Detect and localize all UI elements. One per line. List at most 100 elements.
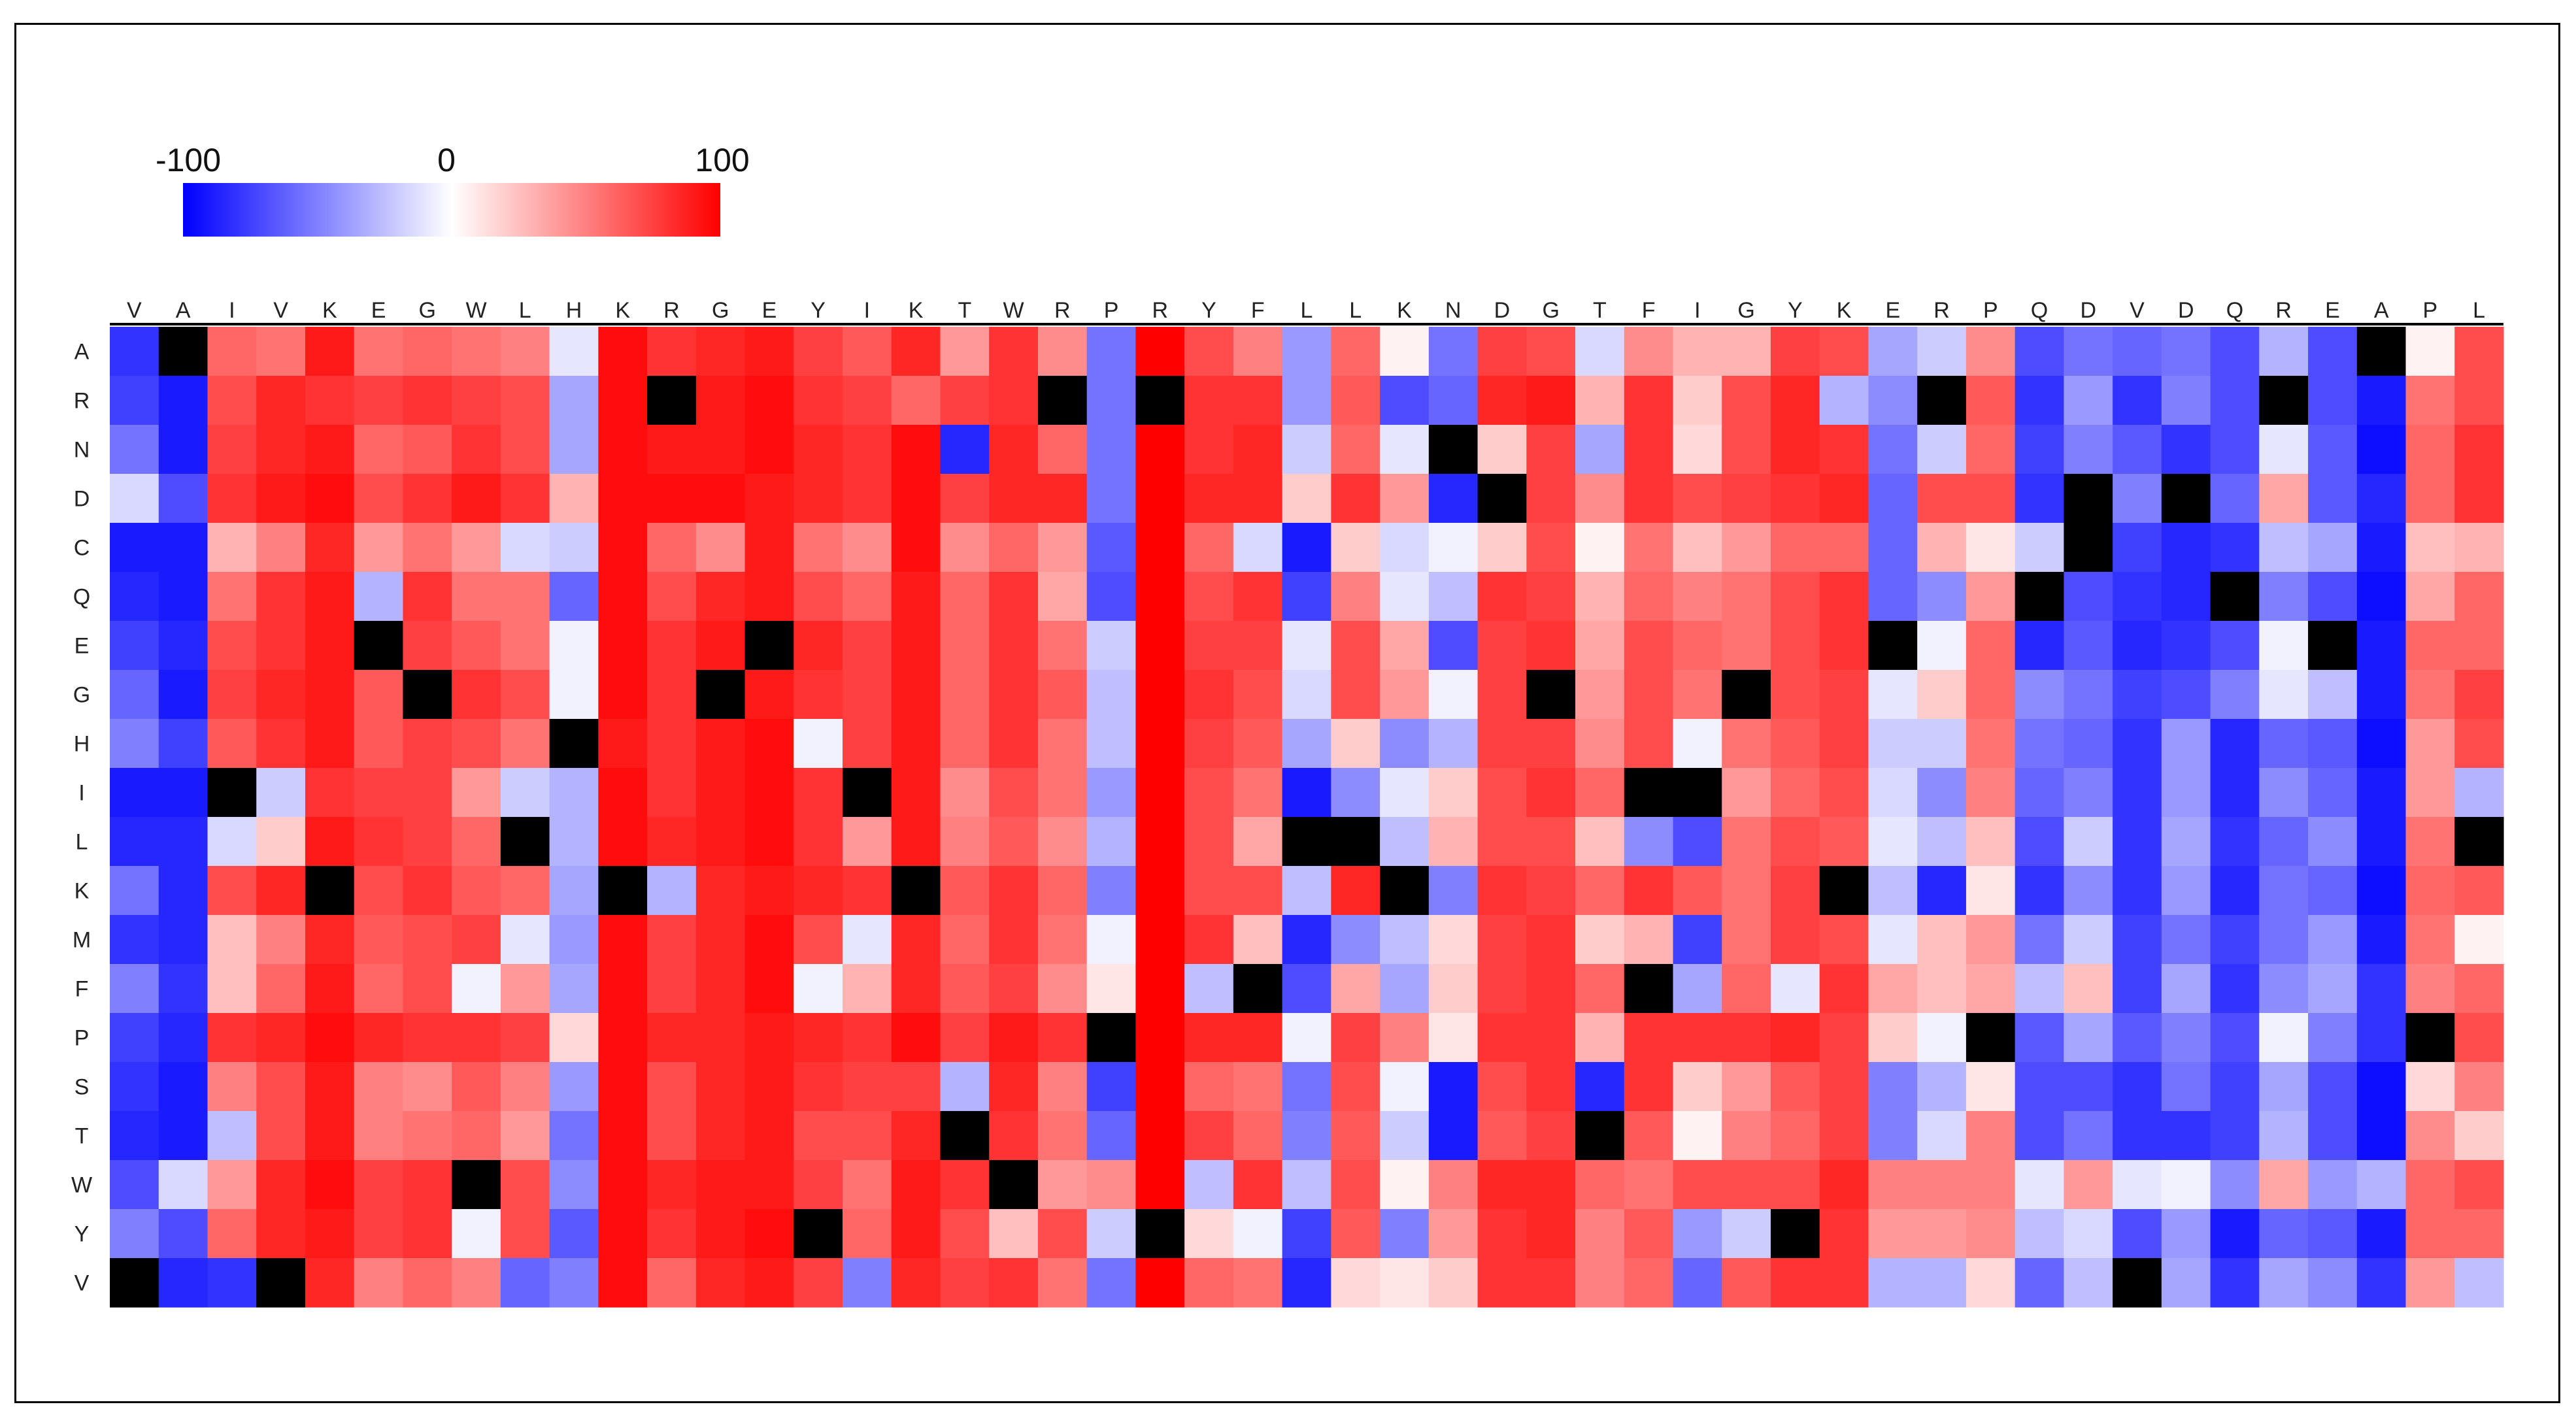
heatmap-cell: [940, 1013, 990, 1063]
x-tick-label: R: [2275, 298, 2292, 323]
heatmap-cell: [305, 425, 355, 474]
heatmap-cell: [1770, 1013, 1820, 1063]
heatmap-cell: [1965, 1258, 2016, 1308]
heatmap-cell: [1428, 523, 1479, 573]
heatmap-cell: [500, 376, 550, 425]
heatmap-cell: [1868, 327, 1918, 376]
heatmap-cell: [1917, 1209, 1967, 1259]
heatmap-cell: [452, 376, 501, 425]
heatmap-cell: [2259, 964, 2309, 1014]
heatmap-cell: [1819, 964, 1869, 1014]
heatmap-cell: [843, 1013, 892, 1063]
heatmap-cell: [207, 1111, 257, 1161]
heatmap-cell: [2161, 1160, 2211, 1210]
heatmap-cell: [647, 866, 697, 916]
heatmap-cell: [940, 572, 990, 622]
heatmap-cell: [744, 915, 794, 965]
heatmap-cell: [1233, 425, 1283, 474]
heatmap-cell: [1037, 719, 1088, 769]
heatmap-cell: [1233, 1209, 1283, 1259]
heatmap-cell: [1331, 964, 1380, 1014]
heatmap-cell: [794, 376, 843, 425]
heatmap-cell: [2064, 719, 2113, 769]
heatmap-cell: [647, 768, 697, 818]
heatmap-cell: [158, 1209, 209, 1259]
heatmap-cell: [549, 719, 599, 769]
heatmap-cell: [2405, 1062, 2455, 1112]
heatmap-cell: [1673, 1111, 1722, 1161]
heatmap-cell: [1477, 1258, 1527, 1308]
heatmap-cell: [2308, 1209, 2358, 1259]
heatmap-cell: [403, 1209, 452, 1259]
heatmap-cell: [1233, 1111, 1283, 1161]
heatmap-cell: [843, 523, 892, 573]
heatmap-cell: [843, 866, 892, 916]
heatmap-cell: [2064, 376, 2113, 425]
heatmap-cell: [207, 621, 257, 671]
x-tick-label: L: [1301, 298, 1313, 323]
heatmap-cell: [1819, 523, 1869, 573]
heatmap-cell: [1380, 1013, 1430, 1063]
heatmap-cell: [1868, 1209, 1918, 1259]
heatmap-cell: [2308, 1258, 2358, 1308]
heatmap-cell: [452, 866, 501, 916]
heatmap-cell: [695, 670, 746, 720]
heatmap-cell: [1086, 1013, 1137, 1063]
heatmap-cell: [695, 523, 746, 573]
heatmap-cell: [647, 523, 697, 573]
heatmap-cell: [843, 915, 892, 965]
heatmap-cell: [403, 817, 452, 867]
heatmap-cell: [1428, 1013, 1479, 1063]
heatmap-cell: [1428, 1160, 1479, 1210]
heatmap-cell: [1233, 572, 1283, 622]
heatmap-cell: [403, 1111, 452, 1161]
heatmap-cell: [2308, 1160, 2358, 1210]
heatmap-cell: [940, 964, 990, 1014]
heatmap-cell: [2113, 621, 2162, 671]
heatmap-cell: [110, 817, 159, 867]
heatmap-cell: [1282, 1258, 1331, 1308]
heatmap-cell: [1624, 474, 1674, 523]
heatmap-cell: [598, 327, 648, 376]
heatmap-cell: [256, 621, 306, 671]
heatmap-cell: [695, 1013, 746, 1063]
heatmap-cell: [1770, 425, 1820, 474]
x-tick-label: E: [371, 298, 386, 323]
heatmap-cell: [1380, 670, 1430, 720]
heatmap-cell: [2308, 376, 2358, 425]
heatmap-cell: [2356, 425, 2407, 474]
heatmap-cell: [1965, 376, 2016, 425]
heatmap-cell: [354, 376, 403, 425]
heatmap-cell: [1135, 523, 1185, 573]
heatmap-cell: [207, 1062, 257, 1112]
heatmap-cell: [1868, 768, 1918, 818]
heatmap-cell: [1086, 621, 1137, 671]
heatmap-cell: [1526, 523, 1576, 573]
heatmap-cell: [1673, 474, 1722, 523]
heatmap-cell: [2454, 1209, 2504, 1259]
x-tick-label: L: [1349, 298, 1362, 323]
heatmap-cell: [744, 425, 794, 474]
heatmap-cell: [1722, 327, 1771, 376]
heatmap-cell: [354, 964, 403, 1014]
color-legend: -100 0 100: [156, 142, 750, 237]
heatmap-cell: [794, 866, 843, 916]
heatmap-cell: [158, 327, 209, 376]
heatmap-cell: [1380, 817, 1430, 867]
heatmap-cell: [598, 572, 648, 622]
heatmap-cell: [2259, 1160, 2309, 1210]
heatmap-cell: [1086, 1062, 1137, 1112]
heatmap-cell: [1477, 621, 1527, 671]
heatmap-cell: [1135, 1209, 1185, 1259]
heatmap-cell: [2454, 621, 2504, 671]
heatmap-cell: [2064, 474, 2113, 523]
heatmap-cell: [1575, 1160, 1625, 1210]
heatmap-cell: [1184, 1209, 1234, 1259]
heatmap-cell: [549, 866, 599, 916]
x-tick-label: Y: [1788, 298, 1803, 323]
x-tick-label: D: [2178, 298, 2194, 323]
heatmap-cell: [1819, 425, 1869, 474]
heatmap-cell: [843, 327, 892, 376]
heatmap-cell: [403, 425, 452, 474]
heatmap-cell: [207, 572, 257, 622]
